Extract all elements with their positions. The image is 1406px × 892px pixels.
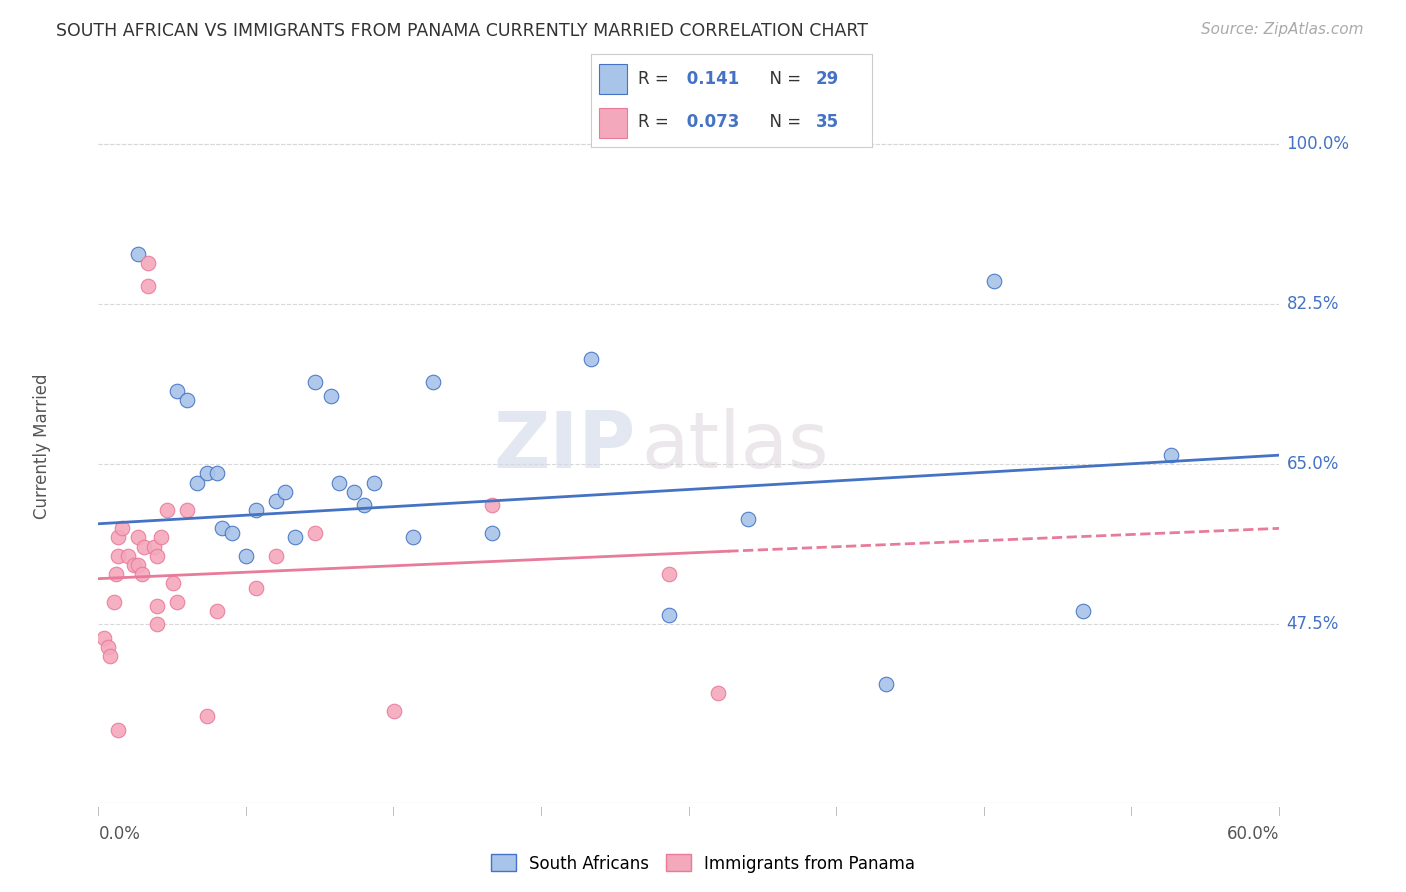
Text: SOUTH AFRICAN VS IMMIGRANTS FROM PANAMA CURRENTLY MARRIED CORRELATION CHART: SOUTH AFRICAN VS IMMIGRANTS FROM PANAMA …: [56, 22, 869, 40]
Point: [105, 567, 128, 582]
Text: |: |: [983, 807, 986, 816]
Point: [481, 525, 503, 540]
Point: [737, 512, 759, 526]
Point: [122, 558, 145, 572]
Point: [1071, 604, 1094, 618]
Point: [150, 531, 173, 545]
Text: 0.141: 0.141: [681, 70, 738, 87]
Point: [107, 549, 129, 563]
Point: [284, 531, 307, 545]
Point: [136, 256, 159, 270]
Text: 29: 29: [815, 70, 839, 87]
Point: [707, 686, 730, 700]
Point: [176, 393, 198, 408]
Point: [146, 617, 169, 632]
Point: [205, 467, 228, 481]
Point: [186, 475, 208, 490]
Text: 100.0%: 100.0%: [1286, 135, 1350, 153]
Text: 47.5%: 47.5%: [1286, 615, 1339, 633]
Point: [166, 384, 188, 398]
Point: [117, 549, 139, 563]
Point: [983, 274, 1005, 288]
Point: [127, 558, 149, 572]
Text: |: |: [688, 807, 690, 816]
Text: 65.0%: 65.0%: [1286, 455, 1339, 474]
Point: [146, 549, 169, 563]
Point: [195, 467, 218, 481]
Point: [111, 521, 134, 535]
Text: N =: N =: [759, 70, 807, 87]
Point: [304, 375, 326, 389]
Text: 35: 35: [815, 113, 838, 131]
Point: [343, 484, 366, 499]
Text: N =: N =: [759, 113, 807, 131]
Point: [205, 604, 228, 618]
Text: R =: R =: [638, 113, 675, 131]
Text: |: |: [835, 807, 838, 816]
Text: |: |: [1278, 807, 1281, 816]
Point: [422, 375, 444, 389]
Point: [304, 525, 326, 540]
Point: [875, 677, 897, 691]
Point: [1160, 448, 1182, 462]
Point: [264, 549, 287, 563]
Point: [103, 594, 125, 608]
Text: |: |: [245, 807, 247, 816]
Point: [142, 540, 165, 554]
Point: [363, 475, 385, 490]
Point: [211, 521, 233, 535]
Point: [658, 567, 681, 582]
Text: atlas: atlas: [641, 408, 830, 484]
Point: [107, 723, 129, 737]
Point: [107, 531, 129, 545]
Point: [274, 484, 297, 499]
Point: [146, 599, 169, 613]
Point: [221, 525, 243, 540]
Text: R =: R =: [638, 70, 675, 87]
Point: [382, 704, 405, 718]
Legend: South Africans, Immigrants from Panama: South Africans, Immigrants from Panama: [484, 847, 922, 880]
Text: 60.0%: 60.0%: [1227, 825, 1279, 843]
Point: [162, 576, 184, 591]
Point: [195, 709, 218, 723]
Point: [97, 640, 120, 655]
Point: [131, 567, 153, 582]
Point: [136, 279, 159, 293]
Point: [658, 608, 681, 623]
Point: [127, 247, 149, 261]
Point: [245, 503, 267, 517]
Point: [319, 389, 342, 403]
Point: [93, 631, 115, 645]
Point: [264, 494, 287, 508]
Point: [176, 503, 198, 517]
Bar: [599, 64, 627, 94]
Point: [156, 503, 179, 517]
Point: [235, 549, 257, 563]
Text: |: |: [1130, 807, 1133, 816]
Text: |: |: [97, 807, 100, 816]
Text: Source: ZipAtlas.com: Source: ZipAtlas.com: [1201, 22, 1364, 37]
Bar: [599, 108, 627, 138]
Point: [132, 540, 155, 554]
Point: [481, 499, 503, 513]
Text: 0.073: 0.073: [681, 113, 740, 131]
Point: [245, 581, 267, 595]
Text: 82.5%: 82.5%: [1286, 295, 1339, 313]
Point: [166, 594, 188, 608]
Point: [328, 475, 350, 490]
Point: [579, 352, 602, 367]
Text: |: |: [540, 807, 543, 816]
Point: [353, 499, 375, 513]
Point: [402, 531, 425, 545]
Text: ZIP: ZIP: [494, 408, 636, 484]
Point: [127, 531, 149, 545]
Text: |: |: [392, 807, 395, 816]
Text: Currently Married: Currently Married: [34, 373, 51, 519]
Point: [98, 649, 121, 664]
Text: 0.0%: 0.0%: [98, 825, 141, 843]
